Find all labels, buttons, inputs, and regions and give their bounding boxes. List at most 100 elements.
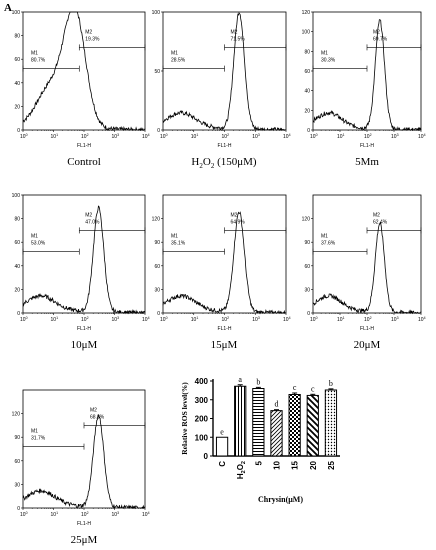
gate-m1-name: M1 [31, 429, 38, 435]
gate-m2-name: M2 [373, 212, 380, 218]
panel-caption: 20μM [353, 339, 381, 351]
x-tick-exponent: 4 [148, 316, 150, 320]
x-axis-label: FL1-H [77, 326, 91, 332]
gate-m2-name: M2 [85, 29, 92, 35]
x-tick-exponent: 1 [56, 316, 58, 320]
y-tick-label: 20 [14, 104, 20, 110]
x-tick-label-part: O [236, 464, 245, 470]
y-tick-label: 0 [17, 311, 20, 317]
x-tick-label: 102 [81, 511, 89, 518]
y-tick-label: 0 [307, 128, 310, 134]
y-tick-label: 100 [302, 30, 311, 36]
x-tick-label: 102 [222, 316, 230, 323]
x-tick-exponent: 0 [26, 316, 28, 320]
histogram-curve [162, 211, 286, 315]
x-tick-exponent: 0 [166, 133, 168, 137]
panel-label: A [4, 2, 12, 14]
gate-m2-percent: 71.5% [231, 36, 246, 42]
gate-m2-name: M2 [231, 212, 238, 218]
x-tick-exponent: 3 [117, 133, 119, 137]
x-tick-label: 101 [51, 316, 59, 323]
x-tick-label: 103 [391, 133, 399, 140]
gate-m2-percent: 68.3% [90, 414, 105, 420]
gate-m1-percent: 37.6% [321, 241, 336, 247]
y-tick-label: 30 [14, 482, 20, 488]
bar-5 [252, 388, 265, 457]
bar-20 [306, 394, 319, 457]
x-tick-exponent: 3 [397, 133, 399, 137]
x-tick-label: 101 [337, 316, 345, 323]
gate-m2-name: M2 [85, 212, 92, 218]
bar-25 [324, 389, 338, 457]
panel-caption: 25μM [70, 534, 98, 546]
x-tick-label: 103 [112, 316, 120, 323]
y-tick-label: 0 [307, 311, 310, 317]
x-tick-label: 100 [20, 511, 28, 518]
gate-m1-name: M1 [171, 51, 178, 57]
gate-m2-name: M2 [373, 29, 380, 35]
x-tick-label: 102 [81, 316, 89, 323]
gate-m1-name: M1 [31, 234, 38, 240]
x-tick-exponent: 0 [26, 511, 28, 515]
x-axis-label: FL1-H [77, 521, 91, 527]
x-tick-label: 101 [51, 133, 59, 140]
x-tick-label: 103 [112, 133, 120, 140]
x-tick-label: 100 [160, 316, 168, 323]
significance-letter: c [311, 384, 315, 393]
x-axis-label: Chrysin(μM) [258, 495, 303, 504]
y-tick-label: 30 [304, 287, 310, 293]
y-tick-label: 60 [14, 57, 20, 63]
gate-m1-name: M1 [31, 51, 38, 57]
y-tick-label: 0 [17, 506, 20, 512]
x-tick-label: 102 [81, 133, 89, 140]
x-tick-label: 102 [222, 133, 230, 140]
y-tick-label: 60 [304, 69, 310, 75]
gate-m1-name: M1 [171, 234, 178, 240]
x-tick-exponent: 0 [166, 316, 168, 320]
x-tick-label: 100 [310, 133, 318, 140]
x-tick-label: 103 [252, 316, 260, 323]
x-axis-label: FL1-H [360, 326, 374, 332]
x-tick-exponent: 1 [196, 133, 198, 137]
x-tick-exponent: 1 [343, 133, 345, 137]
x-tick-label: 104 [418, 133, 426, 140]
x-tick-exponent: 1 [343, 316, 345, 320]
histogram-curve [312, 221, 422, 315]
gate-m1-percent: 53.0% [31, 241, 46, 247]
gate-m2-percent: 19.3% [85, 36, 100, 42]
gate-m2-name: M2 [231, 29, 238, 35]
y-tick-label: 0 [157, 128, 160, 134]
x-tick-exponent: 4 [289, 133, 291, 137]
y-tick-label: 100 [12, 10, 21, 16]
histogram-curve [22, 413, 146, 510]
panel-caption: 5Mm [355, 156, 379, 168]
y-tick-label: 50 [154, 69, 160, 75]
x-tick-label: 104 [142, 316, 150, 323]
x-tick-exponent: 4 [424, 316, 426, 320]
x-tick-label: 10 [273, 460, 282, 469]
bar-h2o2 [234, 385, 247, 457]
y-tick-label: 100 [12, 193, 21, 199]
x-tick-label: 25 [327, 460, 336, 469]
y-tick-label: 400 [195, 377, 209, 386]
x-tick-label-part: H [236, 473, 245, 479]
x-tick-label: 101 [337, 133, 345, 140]
x-axis-label: FL1-H [360, 143, 374, 149]
gate-m1-percent: 28.5% [171, 58, 186, 64]
x-tick-exponent: 4 [289, 316, 291, 320]
x-tick-exponent: 2 [227, 316, 229, 320]
x-tick-exponent: 3 [397, 316, 399, 320]
plot-frame [22, 11, 146, 131]
panel-caption: 15μM [210, 339, 238, 351]
x-tick-label: 101 [191, 133, 199, 140]
significance-letter: b [256, 377, 260, 386]
y-tick-label: 80 [14, 34, 20, 40]
x-tick-label: C [218, 461, 227, 467]
x-tick-exponent: 3 [258, 133, 260, 137]
significance-letter: d [275, 400, 279, 409]
x-tick-exponent: 2 [87, 133, 89, 137]
x-tick-exponent: 0 [26, 133, 28, 137]
y-tick-label: 0 [17, 128, 20, 134]
